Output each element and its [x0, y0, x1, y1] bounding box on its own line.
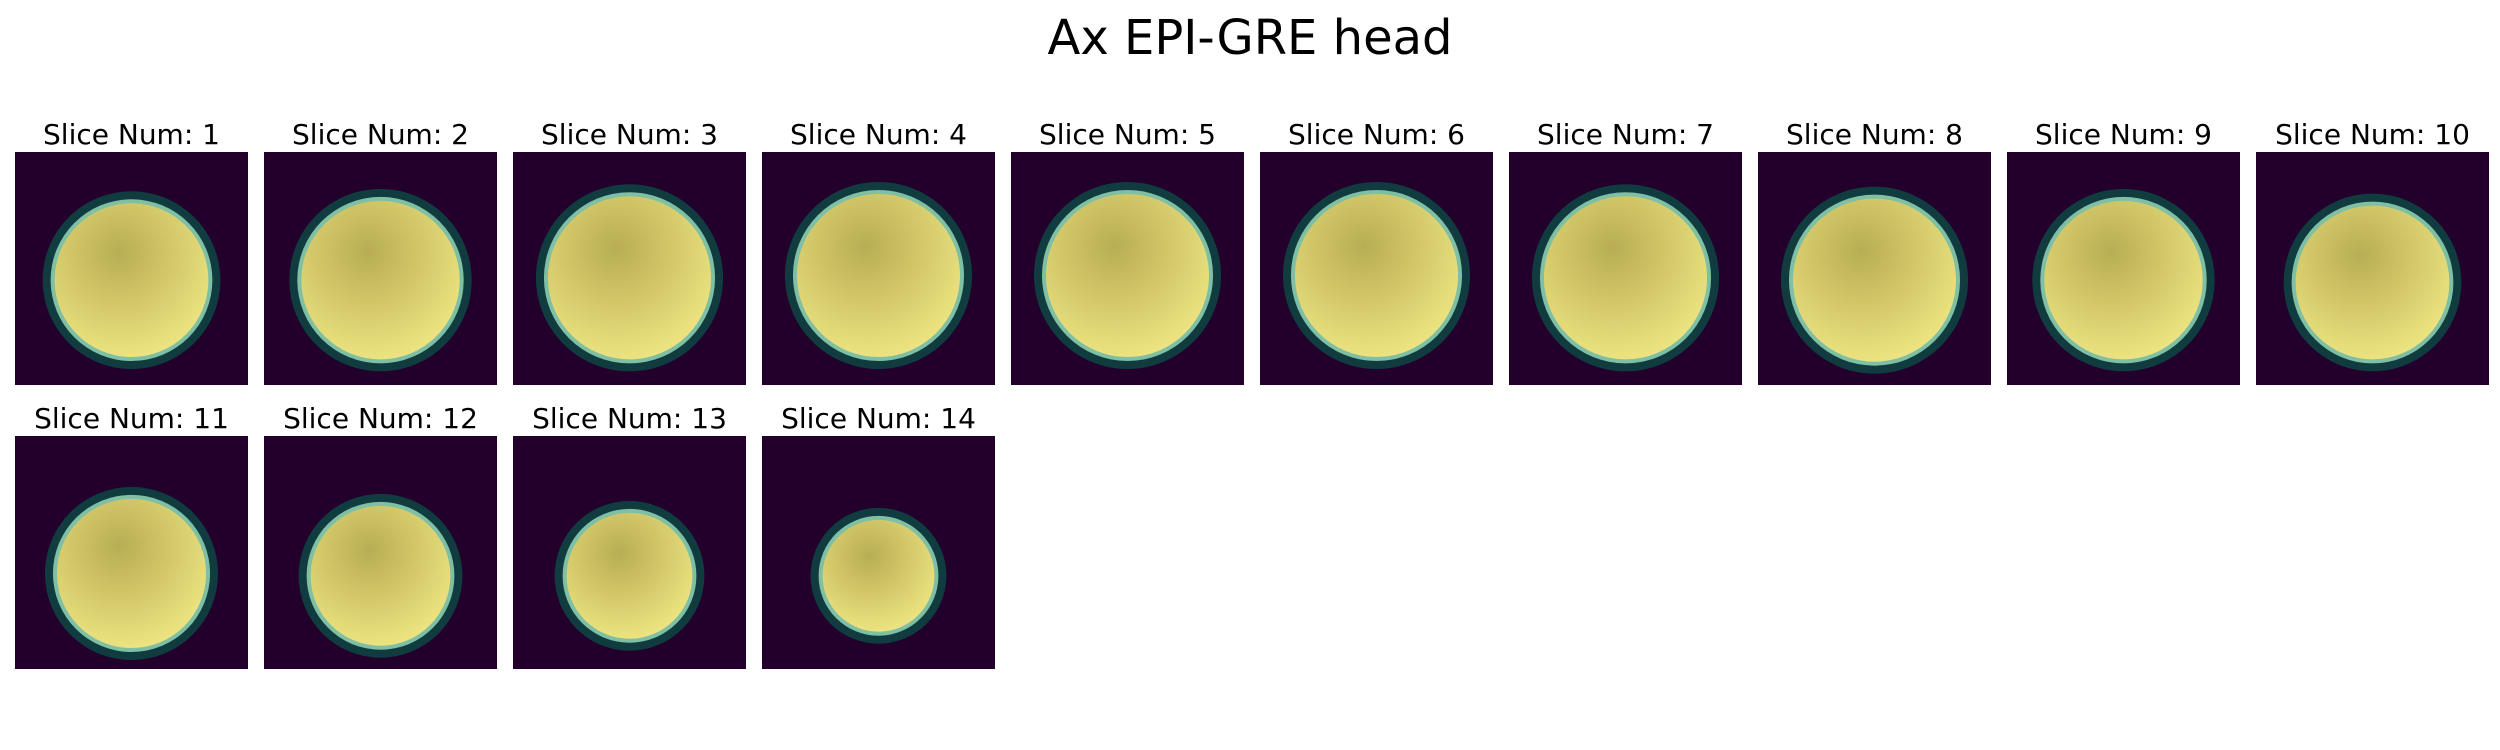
slice-label: Slice Num: 3 — [541, 118, 718, 151]
phantom-fill — [566, 512, 693, 639]
slice-label: Slice Num: 6 — [1288, 118, 1465, 151]
phantom-fill — [54, 203, 209, 358]
phantom-fill — [547, 196, 712, 360]
slice-image — [762, 152, 995, 385]
slice-image — [513, 152, 746, 385]
phantom-fill — [822, 519, 935, 632]
phantom-fill — [2044, 200, 2203, 360]
slice-image — [513, 436, 746, 669]
phantom-fill — [1543, 196, 1708, 360]
slice-image — [1758, 152, 1991, 385]
phantom-fill — [1045, 193, 1210, 358]
figure-title: Ax EPI-GRE head — [1047, 10, 1453, 66]
phantom-fill — [301, 200, 460, 360]
slice-label: Slice Num: 13 — [532, 402, 727, 435]
slice-label: Slice Num: 7 — [1537, 118, 1714, 151]
slice-image — [15, 436, 248, 669]
slice-label: Slice Num: 9 — [2035, 118, 2212, 151]
slice-label: Slice Num: 10 — [2275, 118, 2470, 151]
slice-label: Slice Num: 8 — [1786, 118, 1963, 151]
slice-image — [762, 436, 995, 669]
slice-label: Slice Num: 11 — [34, 402, 229, 435]
phantom-fill — [796, 193, 961, 358]
phantom-fill — [310, 505, 451, 646]
slice-label: Slice Num: 4 — [790, 118, 967, 151]
slice-image — [1011, 152, 1244, 385]
slice-image — [2007, 152, 2240, 385]
slice-label: Slice Num: 5 — [1039, 118, 1216, 151]
slice-label: Slice Num: 2 — [292, 118, 469, 151]
slice-image — [264, 152, 497, 385]
slice-label: Slice Num: 12 — [283, 402, 478, 435]
slice-image — [1509, 152, 1742, 385]
phantom-fill — [56, 498, 207, 649]
slice-image — [1260, 152, 1493, 385]
phantom-fill — [1294, 193, 1459, 358]
slice-label: Slice Num: 1 — [43, 118, 220, 151]
slice-image — [15, 152, 248, 385]
slice-image — [264, 436, 497, 669]
slice-label: Slice Num: 14 — [781, 402, 976, 435]
phantom-fill — [1792, 198, 1957, 362]
slice-image — [2256, 152, 2489, 385]
phantom-fill — [2295, 205, 2450, 360]
